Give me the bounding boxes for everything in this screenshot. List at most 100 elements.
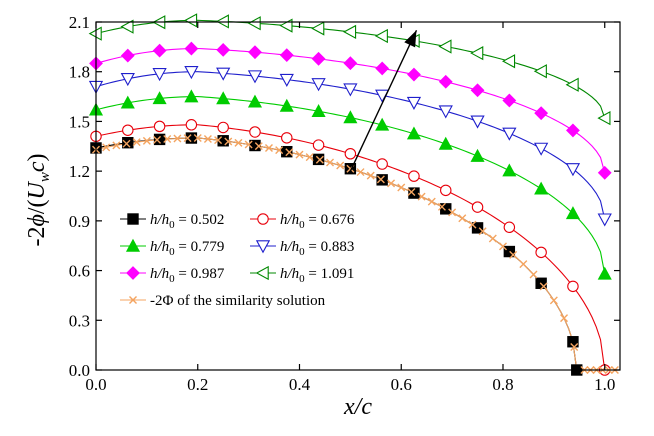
series-2-point xyxy=(279,98,294,112)
series-6-point xyxy=(376,175,385,184)
legend-label-1: h/h0 = 0.676 xyxy=(280,212,355,231)
series-3-point xyxy=(470,115,485,129)
x-tick-label-2: 0.4 xyxy=(289,375,311,394)
series-4-point xyxy=(597,165,612,180)
series-4-point xyxy=(216,42,231,57)
series-5-point xyxy=(438,39,452,54)
series-6-point xyxy=(366,171,375,180)
y-tick-label-1: 0.3 xyxy=(69,311,90,330)
series-1-point xyxy=(535,246,547,259)
series-6-point xyxy=(478,227,487,236)
legend-marker-5 xyxy=(255,265,269,281)
series-2-point xyxy=(375,117,390,131)
series-4-point xyxy=(152,43,167,58)
series-6-point xyxy=(122,139,131,148)
series-6-point xyxy=(397,183,406,192)
x-tick-label-1: 0.2 xyxy=(187,375,208,394)
series-6-point xyxy=(488,234,497,243)
series-5-point xyxy=(184,13,198,28)
series-6-point xyxy=(509,250,518,259)
series-1-point xyxy=(312,139,325,151)
series-5-point xyxy=(247,16,261,31)
arrow-shaft xyxy=(349,29,418,172)
legend-label-6: -2Φ of the similarity solution xyxy=(150,293,326,309)
series-3-point xyxy=(311,78,326,92)
series-4-point xyxy=(534,106,549,121)
series-4-point xyxy=(120,48,135,63)
series-3-point xyxy=(279,73,294,87)
series-6-point xyxy=(102,143,111,152)
series-6-point xyxy=(315,155,324,164)
series-1-point xyxy=(440,184,452,197)
series-0-point xyxy=(567,336,579,348)
legend-marker-1 xyxy=(257,213,269,225)
series-4-point xyxy=(438,74,453,89)
series-6-point xyxy=(407,187,416,196)
series-6-point xyxy=(244,140,253,149)
series-6-point xyxy=(214,136,223,145)
y-tick-label-5: 1.5 xyxy=(69,112,90,131)
legend-label-3: h/h0 = 0.883 xyxy=(280,239,354,258)
legend-label-4: h/h0 = 0.987 xyxy=(150,266,225,285)
series-6-point xyxy=(132,138,141,147)
series-6-point xyxy=(203,135,212,144)
y-tick-label-0: 0.0 xyxy=(69,361,90,380)
series-4-point xyxy=(184,41,199,56)
series-6-point xyxy=(112,141,121,150)
series-5-point xyxy=(311,21,325,36)
series-6-point xyxy=(305,153,314,162)
series-6-point xyxy=(498,242,507,251)
series-2-point xyxy=(120,95,135,109)
series-2-point xyxy=(311,104,326,117)
legend-label-2: h/h0 = 0.779 xyxy=(150,239,224,258)
series-1-point xyxy=(344,148,357,160)
series-0-point xyxy=(153,133,166,146)
series-5-point xyxy=(533,64,547,79)
series-4-point xyxy=(375,61,390,76)
series-1-point xyxy=(122,124,134,136)
series-6-point xyxy=(560,314,569,323)
series-3-point xyxy=(184,66,199,80)
series-5-point xyxy=(501,54,516,69)
series-4-point xyxy=(566,123,580,138)
y-tick-label-7: 2.1 xyxy=(69,13,90,32)
series-5-point xyxy=(597,110,611,126)
series-4-point xyxy=(407,67,421,82)
plot-frame xyxy=(95,21,621,371)
markers xyxy=(88,13,619,376)
series-2-point xyxy=(534,181,549,195)
series-5-point xyxy=(565,77,579,92)
series-3-point xyxy=(152,68,167,82)
series-3-point xyxy=(597,213,612,227)
series-2-point xyxy=(184,89,199,103)
series-6-point xyxy=(224,137,233,146)
series-4-point xyxy=(343,56,358,71)
legend: h/h0 = 0.502 h/h0 = 0.676 h/h0 = 0.779 h/h0… xyxy=(120,212,355,309)
legend-marker-2 xyxy=(125,238,141,252)
series-5-point xyxy=(374,28,388,44)
series-5-point xyxy=(279,18,293,33)
series-2-point xyxy=(597,266,612,280)
series-6-point xyxy=(458,214,467,223)
x-tick-label-0: 0.0 xyxy=(85,375,106,394)
series-6-point xyxy=(173,134,182,143)
series-6-point xyxy=(448,208,457,217)
series-1-point xyxy=(153,120,166,133)
series-1-point xyxy=(567,280,579,293)
series-6-point xyxy=(387,179,396,188)
series-4-point xyxy=(470,83,485,98)
series-2-point xyxy=(502,163,517,177)
series-6-point xyxy=(326,158,335,167)
series-6-point xyxy=(234,138,243,147)
series-0-point xyxy=(408,187,420,199)
arrow-head xyxy=(404,30,417,48)
series-2-point xyxy=(343,110,358,124)
series-6-point xyxy=(468,220,477,229)
x-axis-label: x/c xyxy=(343,394,372,420)
series-6-point xyxy=(417,192,426,201)
y-axis-label: -2ϕ/(Uwc) xyxy=(24,153,53,246)
legend-marker-0 xyxy=(127,213,139,225)
series-6-point xyxy=(285,148,294,157)
series-6-point xyxy=(193,134,202,142)
